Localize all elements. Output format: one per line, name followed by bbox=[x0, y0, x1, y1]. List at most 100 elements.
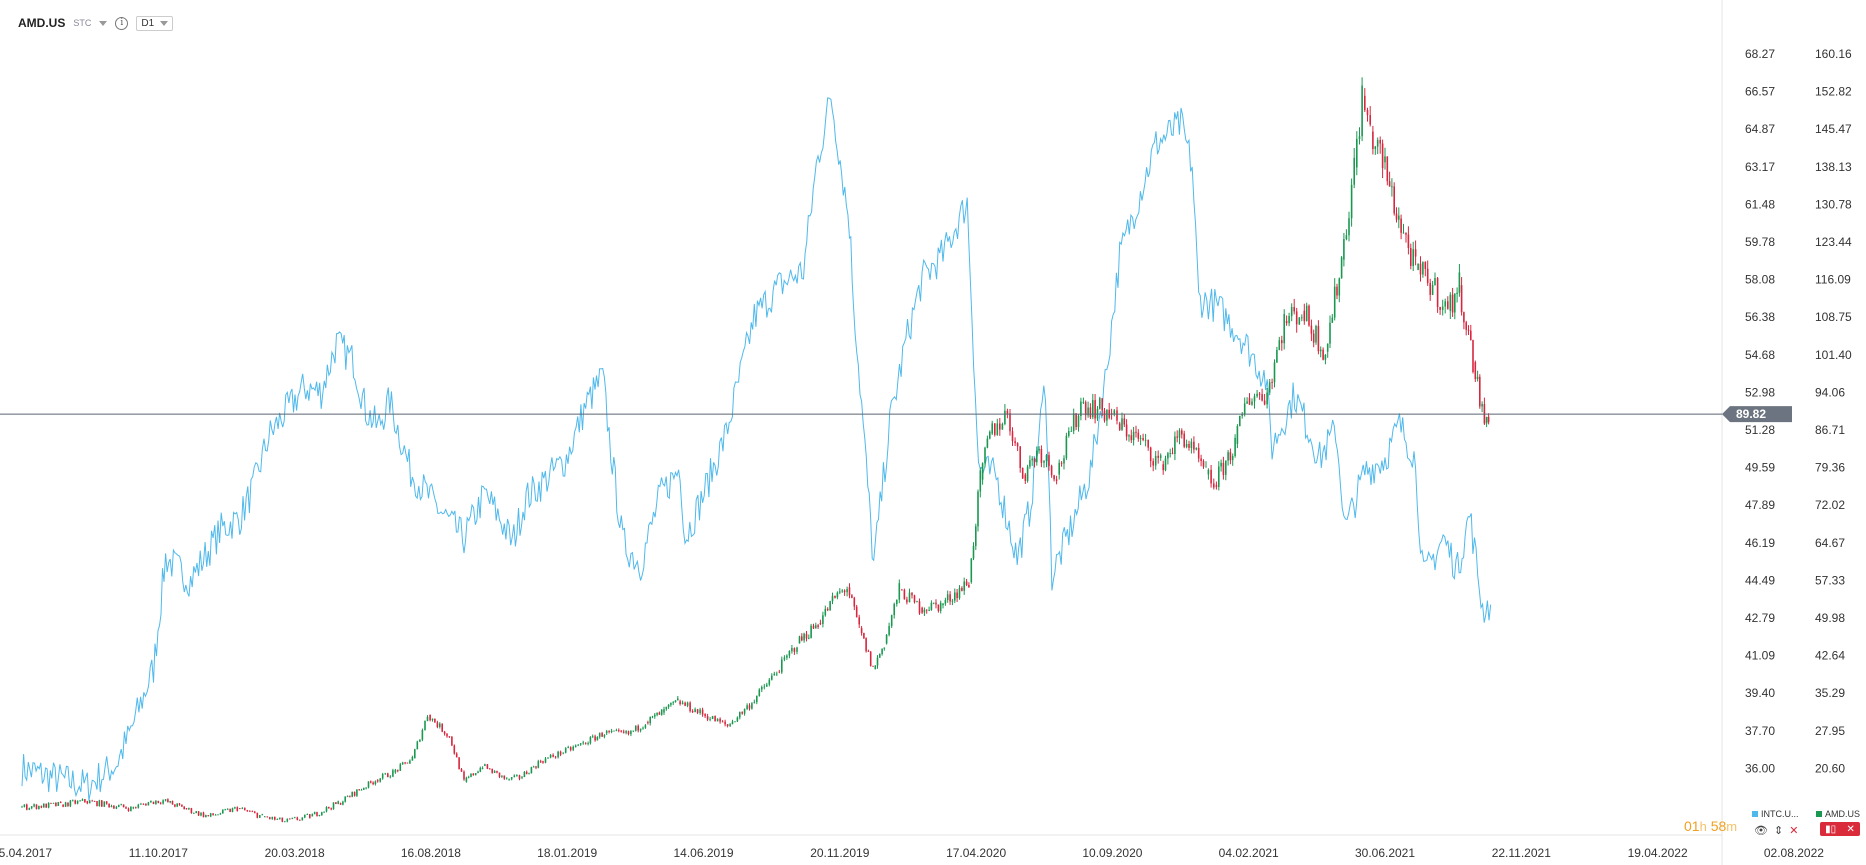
amd-candle-body bbox=[26, 804, 28, 810]
y-left-tick-label: 37.70 bbox=[1745, 724, 1775, 738]
amd-candle-body bbox=[1278, 340, 1281, 351]
amd-series-button[interactable]: ▮▯ ✕ bbox=[1820, 822, 1860, 836]
amd-candle-body bbox=[266, 816, 269, 818]
amd-candle-body bbox=[313, 812, 316, 815]
amd-candle-body bbox=[649, 716, 651, 724]
amd-candle-body bbox=[942, 603, 944, 606]
amd-candle-body bbox=[731, 721, 734, 725]
amd-candle-body bbox=[1400, 218, 1402, 233]
amd-candle-body bbox=[406, 762, 409, 764]
amd-candle-body bbox=[1084, 402, 1087, 416]
amd-candle-body bbox=[625, 731, 627, 733]
amd-candle-body bbox=[419, 739, 421, 742]
y-left-tick-label: 59.78 bbox=[1745, 235, 1775, 249]
amd-candle-body bbox=[1213, 483, 1215, 488]
amd-candle-body bbox=[1374, 146, 1377, 149]
amd-candle-body bbox=[115, 806, 118, 809]
amd-candle-body bbox=[1142, 438, 1144, 440]
amd-candle-body bbox=[1193, 441, 1195, 450]
amd-candle-body bbox=[644, 725, 647, 728]
amd-candle-body bbox=[991, 423, 993, 434]
amd-candle-body bbox=[1195, 447, 1198, 450]
amd-candle-body bbox=[559, 751, 562, 755]
amd-candle-body bbox=[1222, 462, 1225, 475]
amd-candle-body bbox=[21, 806, 23, 808]
amd-candle-body bbox=[1463, 312, 1465, 323]
amd-candle-body bbox=[261, 814, 264, 816]
y-left-tick-label: 47.89 bbox=[1745, 498, 1775, 512]
close-icon[interactable]: ✕ bbox=[1846, 823, 1855, 835]
timer-minutes-unit: m bbox=[1726, 819, 1738, 834]
symbol-label[interactable]: AMD.US bbox=[18, 16, 66, 30]
amd-candle-body bbox=[826, 608, 829, 611]
amd-candle-body bbox=[1356, 138, 1358, 168]
y-right-tick-label: 108.75 bbox=[1815, 310, 1852, 324]
amd-candle-body bbox=[1315, 326, 1317, 343]
legend-label-amd: AMD.US bbox=[1825, 809, 1861, 819]
amd-candle-body bbox=[360, 789, 363, 791]
amd-candle-body bbox=[62, 804, 64, 807]
x-tick-label: 19.04.2022 bbox=[1628, 846, 1688, 860]
amd-candle-body bbox=[523, 772, 526, 777]
amd-candle-body bbox=[839, 591, 841, 593]
amd-candle-body bbox=[608, 731, 610, 732]
amd-candle-body bbox=[274, 816, 276, 820]
amd-candle-body bbox=[1167, 453, 1169, 459]
amd-candle-body bbox=[851, 595, 853, 598]
legend-intc[interactable]: INTC.U... bbox=[1752, 809, 1799, 819]
amd-candle-body bbox=[808, 637, 810, 639]
amd-candle-body bbox=[803, 633, 805, 641]
amd-candle-body bbox=[321, 812, 323, 816]
amd-candle-body bbox=[64, 802, 67, 807]
timeframe-select[interactable]: D1 bbox=[136, 15, 174, 31]
amd-candle-body bbox=[1412, 249, 1414, 266]
amd-candle-body bbox=[40, 805, 43, 808]
y-right-tick-label: 86.71 bbox=[1815, 423, 1845, 437]
legend-amd[interactable]: AMD.US bbox=[1816, 809, 1860, 819]
amd-candle-body bbox=[822, 615, 824, 624]
amd-candle-body bbox=[155, 800, 157, 804]
amd-candle-body bbox=[1169, 453, 1171, 454]
amd-candle-body bbox=[1113, 410, 1116, 415]
amd-candle-body bbox=[562, 752, 564, 754]
amd-candle-body bbox=[916, 601, 918, 603]
amd-candle-body bbox=[142, 803, 145, 805]
amd-candle-body bbox=[193, 813, 195, 814]
amd-candle-body bbox=[1185, 444, 1188, 447]
amd-candle-body bbox=[1137, 432, 1140, 439]
chevron-down-icon[interactable] bbox=[99, 20, 108, 26]
amd-candle-body bbox=[591, 736, 594, 738]
info-icon[interactable]: i bbox=[115, 16, 129, 30]
amd-candle-body bbox=[1376, 140, 1379, 147]
amd-candle-body bbox=[1202, 461, 1205, 467]
amd-candle-body bbox=[893, 604, 895, 616]
amd-candle-body bbox=[1317, 326, 1320, 352]
y-right-tick-label: 64.67 bbox=[1815, 536, 1845, 550]
move-icon[interactable]: ⇕ bbox=[1773, 825, 1784, 837]
amd-candle-body bbox=[1424, 262, 1427, 269]
amd-candle-body bbox=[1132, 431, 1135, 441]
amd-candle-body bbox=[508, 779, 510, 781]
amd-candle-body bbox=[28, 808, 31, 810]
amd-candle-body bbox=[394, 769, 397, 773]
amd-candle-body bbox=[477, 771, 479, 773]
amd-candle-body bbox=[618, 730, 620, 731]
y-left-tick-label: 58.08 bbox=[1745, 273, 1775, 287]
close-icon[interactable]: ✕ bbox=[1789, 825, 1799, 837]
amd-candle-body bbox=[1271, 382, 1273, 383]
asset-class-label[interactable]: STC bbox=[73, 18, 92, 28]
amd-candle-body bbox=[335, 802, 337, 804]
eye-icon[interactable]: 👁 bbox=[1754, 825, 1768, 837]
amd-candle-body bbox=[254, 811, 256, 813]
amd-candle-body bbox=[979, 470, 982, 492]
y-left-tick-label: 68.27 bbox=[1745, 47, 1775, 61]
amd-candle-body bbox=[918, 601, 921, 614]
amd-candle-body bbox=[299, 820, 301, 821]
amd-candle-body bbox=[374, 781, 377, 785]
amd-candle-body bbox=[1253, 396, 1256, 402]
amd-candle-body bbox=[1152, 461, 1154, 466]
amd-candle-body bbox=[1456, 292, 1458, 294]
amd-candle-body bbox=[1458, 272, 1461, 293]
amd-candle-body bbox=[1338, 278, 1341, 296]
